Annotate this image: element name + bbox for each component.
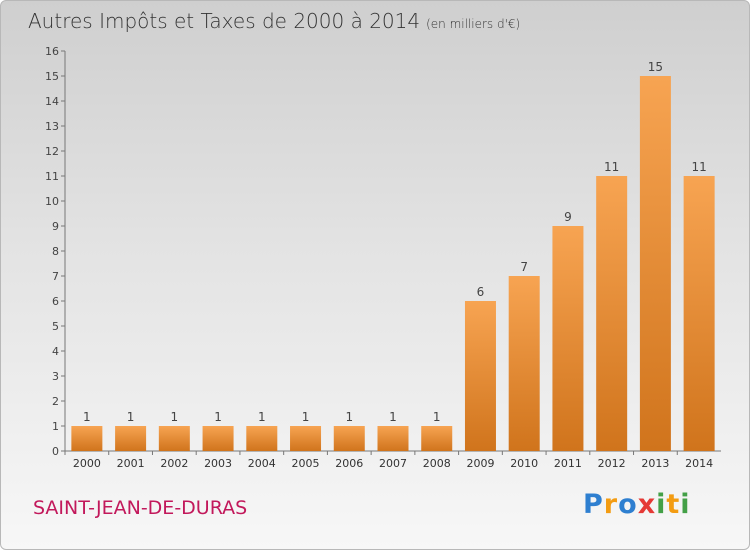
y-tick-label: 1 bbox=[52, 420, 59, 433]
x-tick-label: 2006 bbox=[335, 457, 363, 470]
bar bbox=[421, 426, 453, 451]
y-tick-label: 12 bbox=[45, 145, 59, 158]
logo-letter: t bbox=[666, 489, 681, 520]
data-label: 15 bbox=[648, 60, 663, 74]
proxiti-logo[interactable]: Proxiti bbox=[583, 489, 691, 520]
y-tick-label: 3 bbox=[52, 370, 59, 383]
data-label: 1 bbox=[345, 410, 353, 424]
bar bbox=[464, 301, 496, 451]
bar bbox=[508, 276, 540, 451]
y-tick-label: 6 bbox=[52, 295, 59, 308]
y-tick-label: 9 bbox=[52, 220, 59, 233]
data-label: 11 bbox=[604, 160, 619, 174]
data-label: 1 bbox=[258, 410, 266, 424]
commune-name: SAINT-JEAN-DE-DURAS bbox=[33, 497, 248, 519]
data-label: 9 bbox=[564, 210, 572, 224]
bar bbox=[552, 226, 584, 451]
logo-letter: x bbox=[637, 489, 657, 520]
logo-letter: o bbox=[618, 489, 638, 520]
x-tick-label: 2012 bbox=[598, 457, 626, 470]
data-label: 1 bbox=[127, 410, 135, 424]
bars bbox=[71, 76, 715, 451]
data-label: 7 bbox=[520, 260, 528, 274]
x-tick-label: 2004 bbox=[248, 457, 276, 470]
chart-unit: (en milliers d'€) bbox=[426, 17, 521, 31]
bar bbox=[290, 426, 322, 451]
bar bbox=[596, 176, 628, 451]
y-tick-label: 7 bbox=[52, 270, 59, 283]
bar bbox=[158, 426, 190, 451]
y-tick-label: 10 bbox=[45, 195, 59, 208]
data-label: 6 bbox=[477, 285, 485, 299]
bar bbox=[115, 426, 147, 451]
x-tick-label: 2009 bbox=[466, 457, 494, 470]
x-tick-label: 2003 bbox=[204, 457, 232, 470]
logo-letter: r bbox=[603, 489, 619, 520]
chart-title-text: Autres Impôts et Taxes de 2000 à 2014 bbox=[28, 9, 421, 33]
logo-letter: i bbox=[680, 489, 691, 520]
y-tick-label: 0 bbox=[52, 445, 59, 458]
x-tick-label: 2005 bbox=[292, 457, 320, 470]
bar bbox=[202, 426, 234, 451]
data-label: 1 bbox=[302, 410, 310, 424]
data-label: 1 bbox=[83, 410, 91, 424]
data-label: 1 bbox=[389, 410, 397, 424]
x-tick-label: 2008 bbox=[423, 457, 451, 470]
bar bbox=[71, 426, 103, 451]
bar bbox=[333, 426, 365, 451]
x-tick-label: 2010 bbox=[510, 457, 538, 470]
data-label: 1 bbox=[171, 410, 179, 424]
y-tick-label: 5 bbox=[52, 320, 59, 333]
y-tick-label: 8 bbox=[52, 245, 59, 258]
data-label: 11 bbox=[691, 160, 706, 174]
logo-letter: P bbox=[583, 489, 604, 520]
logo-letter: i bbox=[656, 489, 667, 520]
y-tick-label: 2 bbox=[52, 395, 59, 408]
bar bbox=[246, 426, 278, 451]
y-tick-label: 13 bbox=[45, 120, 59, 133]
bar bbox=[639, 76, 671, 451]
bar bbox=[683, 176, 715, 451]
x-tick-label: 2013 bbox=[641, 457, 669, 470]
x-tick-label: 2002 bbox=[160, 457, 188, 470]
chart-title: Autres Impôts et Taxes de 2000 à 2014 (en… bbox=[28, 9, 520, 33]
y-tick-label: 16 bbox=[45, 45, 59, 58]
y-tick-label: 14 bbox=[45, 95, 59, 108]
data-label: 1 bbox=[214, 410, 222, 424]
bar bbox=[377, 426, 409, 451]
x-tick-label: 2007 bbox=[379, 457, 407, 470]
y-tick-label: 4 bbox=[52, 345, 59, 358]
y-tick-label: 15 bbox=[45, 70, 59, 83]
x-tick-label: 2014 bbox=[685, 457, 713, 470]
x-tick-label: 2001 bbox=[117, 457, 145, 470]
x-tick-label: 2011 bbox=[554, 457, 582, 470]
x-tick-label: 2000 bbox=[73, 457, 101, 470]
data-label: 1 bbox=[433, 410, 441, 424]
y-tick-label: 11 bbox=[45, 170, 59, 183]
